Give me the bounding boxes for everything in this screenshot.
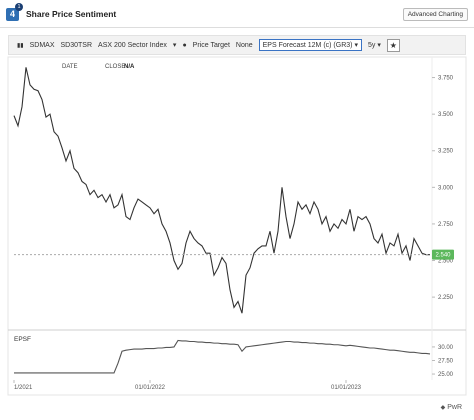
advanced-charting-button[interactable]: Advanced Charting <box>402 8 468 21</box>
brand: PwR <box>447 404 462 411</box>
app-icon: 4 <box>6 8 19 21</box>
dropdown-arrow: ▾ <box>172 42 177 49</box>
y-tick-label: 3.750 <box>438 76 454 82</box>
close-value: N/A <box>124 64 135 70</box>
pin-icon: ● <box>182 41 187 49</box>
footer: ◆ PwR <box>441 404 462 411</box>
current-price-label: 2.540 <box>435 253 451 259</box>
panel-title: EPSF <box>14 336 31 343</box>
x-tick-label: 01/01/2022 <box>135 385 166 391</box>
toolbar-item[interactable]: ASX 200 Sector Index <box>98 41 167 49</box>
favourite-button[interactable]: ★ <box>386 38 400 52</box>
brand-icon: ◆ <box>440 405 446 411</box>
toolbar-item[interactable]: Price Target <box>192 41 230 49</box>
y-tick-label: 2.750 <box>438 222 454 228</box>
title: Share Price Sentiment <box>26 9 117 19</box>
price-line <box>14 339 431 374</box>
toolbar-item[interactable]: SDMAX <box>29 41 55 49</box>
close-label: CLOSE <box>105 64 125 70</box>
period-text: 5y <box>367 42 376 49</box>
y-tick-label: 3.250 <box>438 149 454 155</box>
y-tick-label: 27.50 <box>438 358 454 364</box>
toolbar: ▮▮ SDMAX SD30TSR ASX 200 Sector Index ▾ … <box>8 35 466 55</box>
badge: 1 <box>15 3 23 11</box>
y-tick-label: 30.00 <box>438 345 454 351</box>
y-tick-label: 3.500 <box>438 112 454 118</box>
x-tick-label: 01/01/2023 <box>331 385 362 391</box>
date-label: DATE <box>62 64 78 70</box>
y-tick-label: 3.000 <box>438 185 454 191</box>
y-tick-label: 2.500 <box>438 259 454 265</box>
x-tick-label: 1/2021 <box>14 385 33 391</box>
toolbar-item[interactable]: None <box>235 41 253 49</box>
current-price-box <box>432 249 454 260</box>
price-line <box>13 67 430 314</box>
y-tick-label: 25.00 <box>438 372 454 378</box>
y-tick-label: 2.250 <box>438 295 454 301</box>
forecast-text: EPS Forecast 12M (c) (GR3) <box>262 42 353 49</box>
toolbar-item[interactable]: SD30TSR <box>60 41 93 49</box>
chart-frame <box>7 56 467 396</box>
chart-icon: ▮▮ <box>17 42 24 49</box>
period-dropdown[interactable]: 5y ▾ <box>367 42 381 49</box>
header: 4 1 Share Price Sentiment Advanced Chart… <box>0 0 474 28</box>
forecast-dropdown[interactable]: EPS Forecast 12M (c) (GR3) ▾ <box>258 39 362 51</box>
